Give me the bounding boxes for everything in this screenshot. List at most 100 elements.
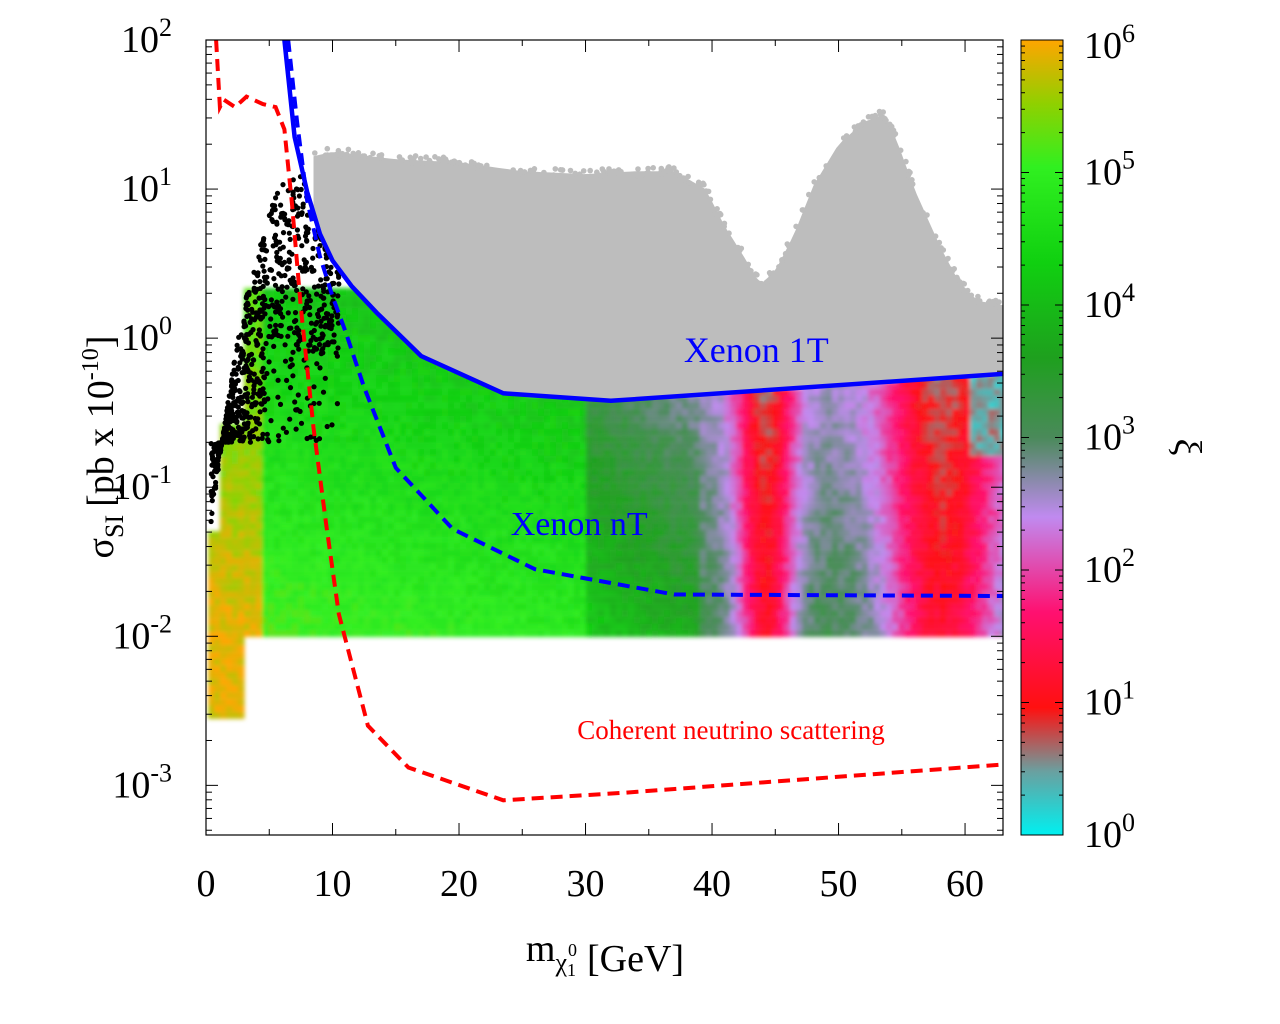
allowed-point: [862, 569, 869, 577]
allowed-point: [622, 489, 629, 497]
allowed-point: [388, 596, 395, 604]
allowed-point: [508, 429, 515, 436]
allowed-point: [856, 462, 863, 470]
allowed-point: [310, 556, 317, 564]
allowed-point: [736, 509, 743, 517]
allowed-point: [838, 603, 845, 611]
allowed-point: [586, 563, 593, 570]
allowed-point: [604, 449, 611, 456]
allowed-point: [940, 616, 947, 624]
allowed-point: [934, 569, 941, 577]
allowed-point: [454, 449, 461, 456]
allowed-point: [826, 536, 833, 543]
allowed-point: [280, 361, 287, 369]
allowed-point: [712, 556, 719, 564]
allowed-point: [652, 496, 659, 503]
allowed-point: [478, 429, 485, 436]
allowed-point: [304, 449, 311, 456]
allowed-point: [850, 556, 857, 564]
allowed-point: [208, 645, 215, 652]
allowed-point: [532, 496, 539, 503]
allowed-point: [520, 603, 527, 611]
allowed-point: [724, 449, 731, 456]
allowed-point: [460, 610, 467, 617]
allowed-point: [298, 489, 305, 497]
allowed-point: [736, 415, 743, 423]
allowed-point: [628, 630, 635, 637]
allowed-point: [718, 596, 725, 604]
allowed-point: [526, 415, 533, 423]
allowed-point: [562, 583, 569, 590]
allowed-point: [916, 596, 923, 604]
allowed-point: [532, 549, 539, 557]
allowed-point: [556, 408, 563, 416]
allowed-point: [322, 616, 329, 624]
allowed-point: [820, 583, 827, 590]
allowed-point: [772, 482, 779, 490]
allowed-point: [334, 590, 341, 597]
allowed-point: [388, 408, 395, 416]
allowed-point: [418, 408, 425, 416]
allowed-point: [340, 395, 347, 403]
allowed-point: [604, 408, 611, 416]
allowed-point: [772, 422, 779, 429]
allowed-point: [424, 455, 431, 463]
allowed-point: [664, 429, 671, 436]
allowed-point: [538, 569, 545, 577]
allowed-point: [934, 576, 941, 584]
allowed-point: [454, 395, 461, 403]
allowed-point: [214, 625, 221, 632]
allowed-point: [688, 536, 695, 543]
allowed-point: [772, 429, 779, 436]
allowed-point: [382, 596, 389, 604]
allowed-point: [682, 415, 689, 423]
allowed-point: [652, 442, 659, 450]
allowed-point: [688, 522, 695, 530]
allowed-point: [340, 569, 347, 577]
allowed-point: [394, 610, 401, 617]
allowed-point: [412, 368, 419, 376]
allowed-point: [340, 475, 347, 483]
allowed-point: [838, 590, 845, 597]
allowed-point: [466, 482, 473, 490]
allowed-point: [760, 563, 767, 570]
allowed-point: [640, 556, 647, 564]
allowed-point: [784, 536, 791, 543]
allowed-point: [550, 610, 557, 617]
allowed-point: [658, 623, 665, 631]
allowed-point: [748, 603, 755, 611]
allowed-point: [334, 583, 341, 590]
allowed-point: [250, 630, 257, 637]
allowed-point: [274, 469, 281, 476]
allowed-point: [682, 469, 689, 476]
allowed-point: [346, 529, 353, 537]
allowed-point: [370, 630, 377, 637]
allowed-point: [256, 630, 263, 637]
allowed-point: [604, 522, 611, 530]
allowed-point: [310, 341, 317, 349]
allowed-point: [442, 408, 449, 416]
allowed-point: [856, 549, 863, 557]
allowed-point: [760, 455, 767, 463]
allowed-point: [748, 435, 755, 443]
allowed-point: [922, 388, 929, 396]
allowed-point: [802, 388, 809, 396]
allowed-point: [214, 692, 221, 699]
allowed-point: [484, 502, 491, 510]
allowed-point: [262, 630, 269, 637]
allowed-point: [364, 449, 371, 456]
allowed-point: [814, 630, 821, 637]
allowed-point: [538, 516, 545, 523]
allowed-point: [370, 315, 377, 322]
allowed-point: [520, 563, 527, 570]
allowed-point: [208, 705, 215, 713]
allowed-point: [646, 482, 653, 490]
allowed-point: [556, 475, 563, 483]
allowed-point: [754, 489, 761, 497]
allowed-point: [472, 422, 479, 429]
allowed-point: [766, 522, 773, 530]
allowed-point: [370, 402, 377, 409]
allowed-point: [526, 455, 533, 463]
allowed-point: [910, 616, 917, 624]
allowed-point: [466, 429, 473, 436]
